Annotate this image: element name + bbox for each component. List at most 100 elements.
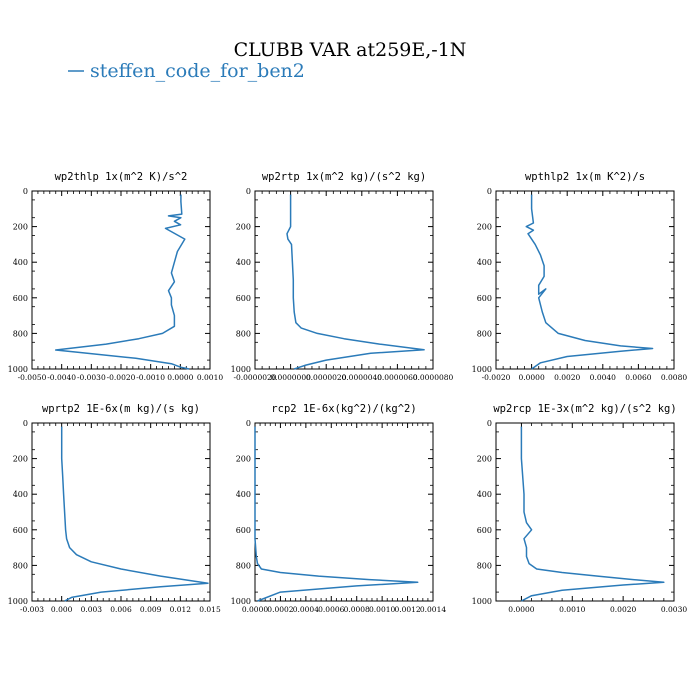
chart-panel: wpthlp2 1x(m K^2)/s 0 200 400 600 800 1000-0.0… (472, 171, 688, 382)
series-line (286, 194, 425, 370)
y-tick-label: 400 (236, 490, 251, 499)
series-line (254, 426, 419, 602)
x-tick-label: -0.0000020 (233, 373, 276, 382)
x-tick-label: -0.0020 (107, 373, 136, 382)
x-tick-label: 0.0020 (554, 373, 580, 382)
plot-frame (31, 422, 211, 602)
legend-entry-label: steffen_code_for_ben2 (90, 60, 305, 82)
y-tick-label: 400 (13, 490, 28, 499)
y-tick-label: 800 (13, 561, 28, 570)
y-tick-label: 200 (13, 455, 28, 464)
y-tick-label: 0 (487, 187, 492, 196)
chart-panel: wp2thlp 1x(m^2 K)/s^202004006008001000-0… (8, 171, 224, 382)
x-tick-label: 0.0000 (508, 605, 534, 614)
y-tick-label: 200 (477, 455, 492, 464)
y-tick-label: 400 (477, 490, 492, 499)
y-tick-label: 400 (477, 258, 492, 267)
y-tick-label: 200 (236, 455, 251, 464)
x-tick-label: 0.0012 (394, 605, 420, 614)
x-tick-label: 0.006 (110, 605, 132, 614)
y-tick-label: 200 (13, 223, 28, 232)
x-tick-label: 0.0000 (167, 373, 193, 382)
y-tick-label: 0 (23, 419, 28, 428)
x-tick-label: 0.0004 (293, 605, 319, 614)
y-tick-label: 600 (13, 526, 28, 535)
x-tick-label: 0.0080 (661, 373, 687, 382)
panel-title: wpthlp2 1x(m K^2)/s (525, 171, 645, 183)
y-tick-label: 1000 (472, 597, 492, 606)
series-line (54, 194, 190, 370)
x-tick-label: 0.0020 (610, 605, 636, 614)
y-tick-label: 0 (487, 419, 492, 428)
x-tick-label: 0.0000020 (306, 373, 347, 382)
series-line (520, 426, 665, 602)
x-tick-label: 0.0002 (267, 605, 293, 614)
panel-title: wp2rcp 1E-3x(m^2 kg)/(s^2 kg) (493, 403, 676, 415)
y-tick-label: 1000 (231, 365, 251, 374)
y-tick-label: 1000 (472, 365, 492, 374)
y-tick-label: 0 (246, 187, 251, 196)
x-tick-label: 0.003 (81, 605, 103, 614)
y-tick-label: 1000 (231, 597, 251, 606)
x-tick-label: 0.0000 (242, 605, 268, 614)
chart-panel: wp2rtp 1x(m^2 kg)/(s^2 kg) 0 200 400 600 800 1… (231, 171, 454, 382)
y-tick-label: 200 (236, 223, 251, 232)
chart-panel: wprtp2 1E-6x(m kg)/(s kg) 0 200 400 600 800 10… (8, 403, 221, 614)
x-tick-label: 0.0008 (344, 605, 370, 614)
x-tick-label: 0.0006 (318, 605, 344, 614)
y-tick-label: 800 (477, 561, 492, 570)
x-tick-label: 0.0010 (369, 605, 395, 614)
series-line (525, 194, 654, 370)
y-tick-label: 800 (236, 561, 251, 570)
y-tick-label: 200 (477, 223, 492, 232)
x-tick-label: 0.0010 (197, 373, 223, 382)
x-tick-label: -0.003 (20, 605, 44, 614)
y-tick-label: 0 (23, 187, 28, 196)
y-tick-label: 600 (13, 294, 28, 303)
chart-panel: wp2rcp 1E-3x(m^2 kg)/(s^2 kg)0 200 400 600 8… (472, 403, 688, 614)
x-tick-label: 0.015 (199, 605, 221, 614)
y-tick-label: 800 (236, 329, 251, 338)
plot-frame (495, 422, 675, 602)
x-tick-label: -0.0030 (77, 373, 106, 382)
x-tick-label: 0.0014 (420, 605, 446, 614)
x-tick-label: 0.0010 (559, 605, 585, 614)
y-tick-label: 1000 (8, 365, 28, 374)
x-tick-label: 0.0000040 (342, 373, 383, 382)
panel-title: wp2thlp 1x(m^2 K)/s^2 (55, 171, 188, 183)
y-tick-label: 1000 (8, 597, 28, 606)
x-tick-label: 0.0000080 (413, 373, 454, 382)
x-tick-label: 0.012 (170, 605, 192, 614)
y-tick-label: 800 (13, 329, 28, 338)
y-tick-label: 400 (236, 258, 251, 267)
y-tick-label: 600 (236, 294, 251, 303)
x-tick-label: 0.000 (51, 605, 73, 614)
y-tick-label: 600 (236, 526, 251, 535)
plot-frame (495, 190, 675, 370)
panel-title: wp2rtp 1x(m^2 kg)/(s^2 kg) (262, 171, 426, 183)
x-tick-label: -0.0050 (18, 373, 47, 382)
x-tick-label: 0.0000060 (377, 373, 418, 382)
x-tick-label: 0.0030 (661, 605, 687, 614)
x-tick-label: -0.0010 (136, 373, 165, 382)
y-tick-label: 0 (246, 419, 251, 428)
chart-panel: rcp2 1E-6x(kg^2)/(kg^2) 0 200 400 600 800 1000… (231, 403, 447, 614)
x-tick-label: 0.009 (140, 605, 162, 614)
panel-grid: wp2thlp 1x(m^2 K)/s^202004006008001000-0… (8, 171, 688, 614)
plot-frame (254, 422, 434, 602)
x-tick-label: 0.0060 (625, 373, 651, 382)
plot-frame (254, 190, 434, 370)
figure-title: CLUBB VAR at259E,-1N (234, 39, 467, 61)
y-tick-label: 400 (13, 258, 28, 267)
y-tick-label: 600 (477, 526, 492, 535)
y-tick-label: 600 (477, 294, 492, 303)
x-tick-label: -0.0040 (47, 373, 76, 382)
series-line (60, 426, 209, 602)
x-tick-label: -0.0020 (482, 373, 511, 382)
panel-title: rcp2 1E-6x(kg^2)/(kg^2) (271, 403, 416, 415)
x-tick-label: 0.0000000 (270, 373, 311, 382)
y-tick-label: 800 (477, 329, 492, 338)
panel-title: wprtp2 1E-6x(m kg)/(s kg) (42, 403, 200, 415)
x-tick-label: 0.0000 (518, 373, 544, 382)
